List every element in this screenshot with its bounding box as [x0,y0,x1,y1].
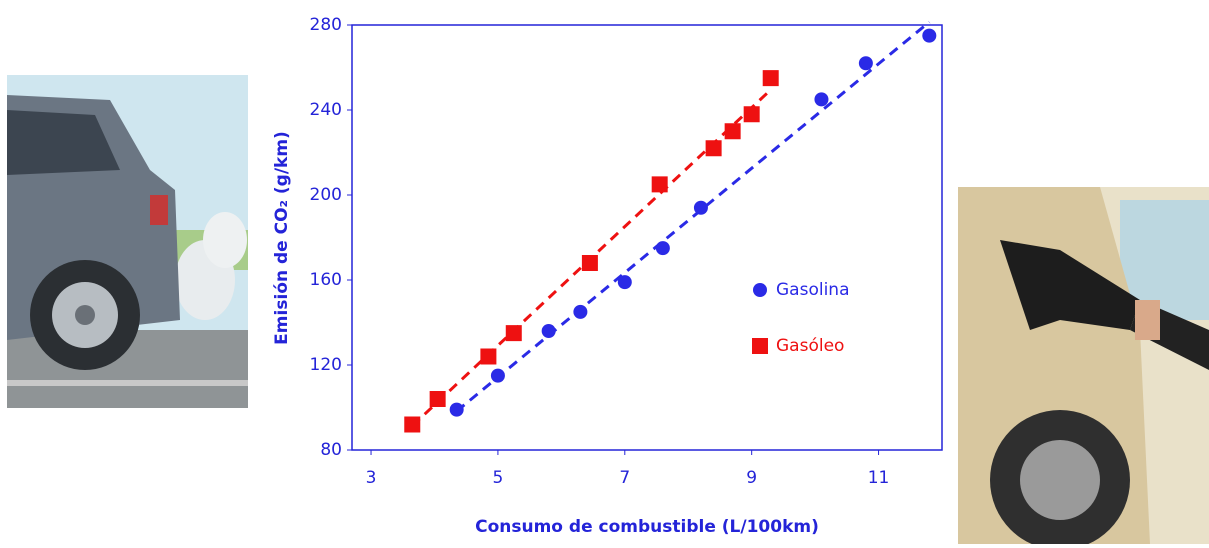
x-tick-label: 11 [868,468,890,488]
legend-marker [753,283,767,297]
y-tick-label: 240 [310,100,342,120]
point [724,123,741,140]
x-tick-label: 3 [366,468,377,488]
y-tick-label: 80 [320,440,342,460]
point [505,325,522,342]
legend-label: Gasolina [776,280,850,300]
plot-frame [351,24,943,451]
trend-line [455,20,931,413]
x-tick-label: 5 [492,468,503,488]
point [449,402,464,417]
point [814,92,829,107]
point [762,70,779,87]
x-tick-label: 9 [746,468,757,488]
y-tick-label: 160 [310,270,342,290]
x-tick-label: 7 [619,468,630,488]
fuel-illustration [958,187,1209,548]
point [922,28,937,43]
point [429,391,446,407]
point [651,176,668,193]
point [480,348,497,365]
legend-label: Gasóleo [776,336,844,356]
point [743,106,760,123]
y-axis-title: Emisión de CO₂ (g/km) [272,131,292,345]
point [581,255,598,271]
legend-marker [752,338,768,354]
car-illustration [7,75,248,408]
point [490,368,505,383]
point [858,56,873,71]
point [617,275,632,290]
y-tick-label: 120 [310,355,342,375]
x-axis-title: Consumo de combustible (L/100km) [475,517,819,537]
point [541,324,556,338]
point [404,416,421,433]
point [705,140,722,157]
point [573,304,588,319]
point [655,241,670,256]
point [693,200,708,215]
y-tick-label: 200 [310,185,342,205]
y-tick-label: 280 [310,15,342,35]
